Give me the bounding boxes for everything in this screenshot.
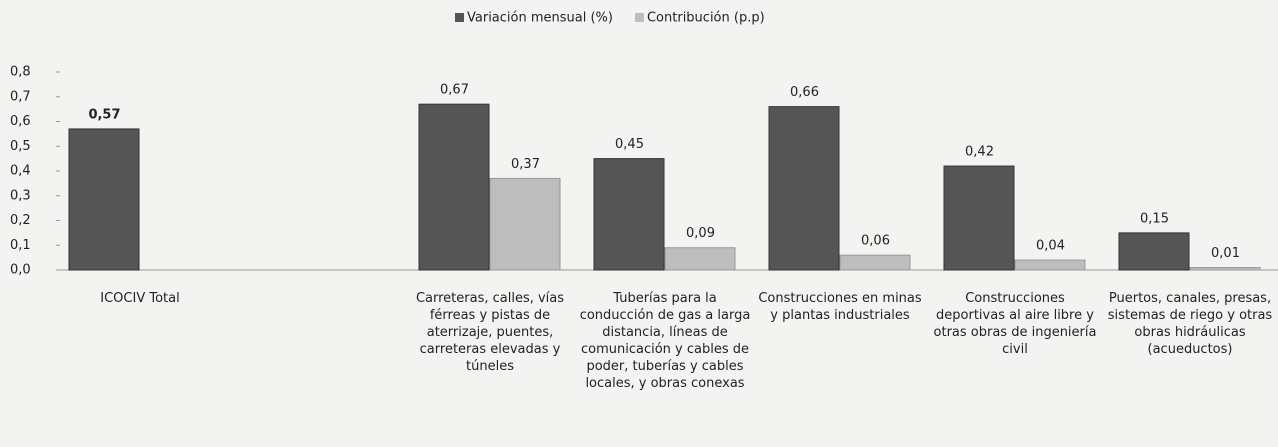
y-tick-label: 0,5 (10, 139, 31, 154)
value-label: 0,06 (861, 234, 890, 249)
y-tick-label: 0,4 (10, 164, 31, 179)
bar (1014, 259, 1086, 271)
bar (768, 106, 840, 271)
bar (1189, 267, 1261, 271)
bar (1118, 232, 1190, 271)
x-tick-label: Construcciones deportivas al aire libre … (933, 291, 1097, 357)
value-label: 0,01 (1211, 246, 1240, 261)
bar (593, 158, 665, 271)
x-tick-label: Puertos, canales, presas, sistemas de ri… (1107, 291, 1273, 357)
bar (664, 247, 736, 271)
legend-swatch (634, 13, 644, 22)
value-label: 0,57 (88, 107, 120, 122)
x-tick-label: Tuberías para la conducción de gas a lar… (579, 291, 751, 391)
x-tick-label: Construcciones en minas y plantas indust… (758, 291, 922, 323)
y-tick-label: 0,2 (10, 213, 31, 228)
value-label: 0,66 (790, 85, 819, 100)
value-label: 0,15 (1140, 211, 1169, 226)
bar (418, 103, 490, 271)
x-tick-label: Carreteras, calles, vías férreas y pista… (415, 291, 565, 374)
value-label: 0,42 (965, 145, 994, 160)
y-tick-label: 0,0 (10, 263, 31, 278)
y-tick-label: 0,8 (10, 65, 31, 80)
y-tick-label: 0,7 (10, 89, 31, 104)
bar (943, 165, 1015, 271)
value-label: 0,67 (440, 83, 469, 98)
bar (68, 128, 140, 271)
x-tick-label: ICOCIV Total (100, 291, 180, 306)
y-tick-label: 0,3 (10, 188, 31, 203)
value-label: 0,37 (511, 157, 540, 172)
value-label: 0,09 (686, 226, 715, 241)
y-tick-label: 0,1 (10, 238, 31, 253)
bar (489, 177, 561, 271)
value-label: 0,04 (1036, 239, 1065, 254)
legend-label: Contribución (p.p) (647, 11, 765, 26)
value-label: 0,45 (615, 137, 644, 152)
bar (839, 254, 911, 271)
legend-swatch (455, 13, 464, 22)
legend-label: Variación mensual (%) (467, 11, 613, 26)
y-tick-label: 0,6 (10, 114, 31, 129)
